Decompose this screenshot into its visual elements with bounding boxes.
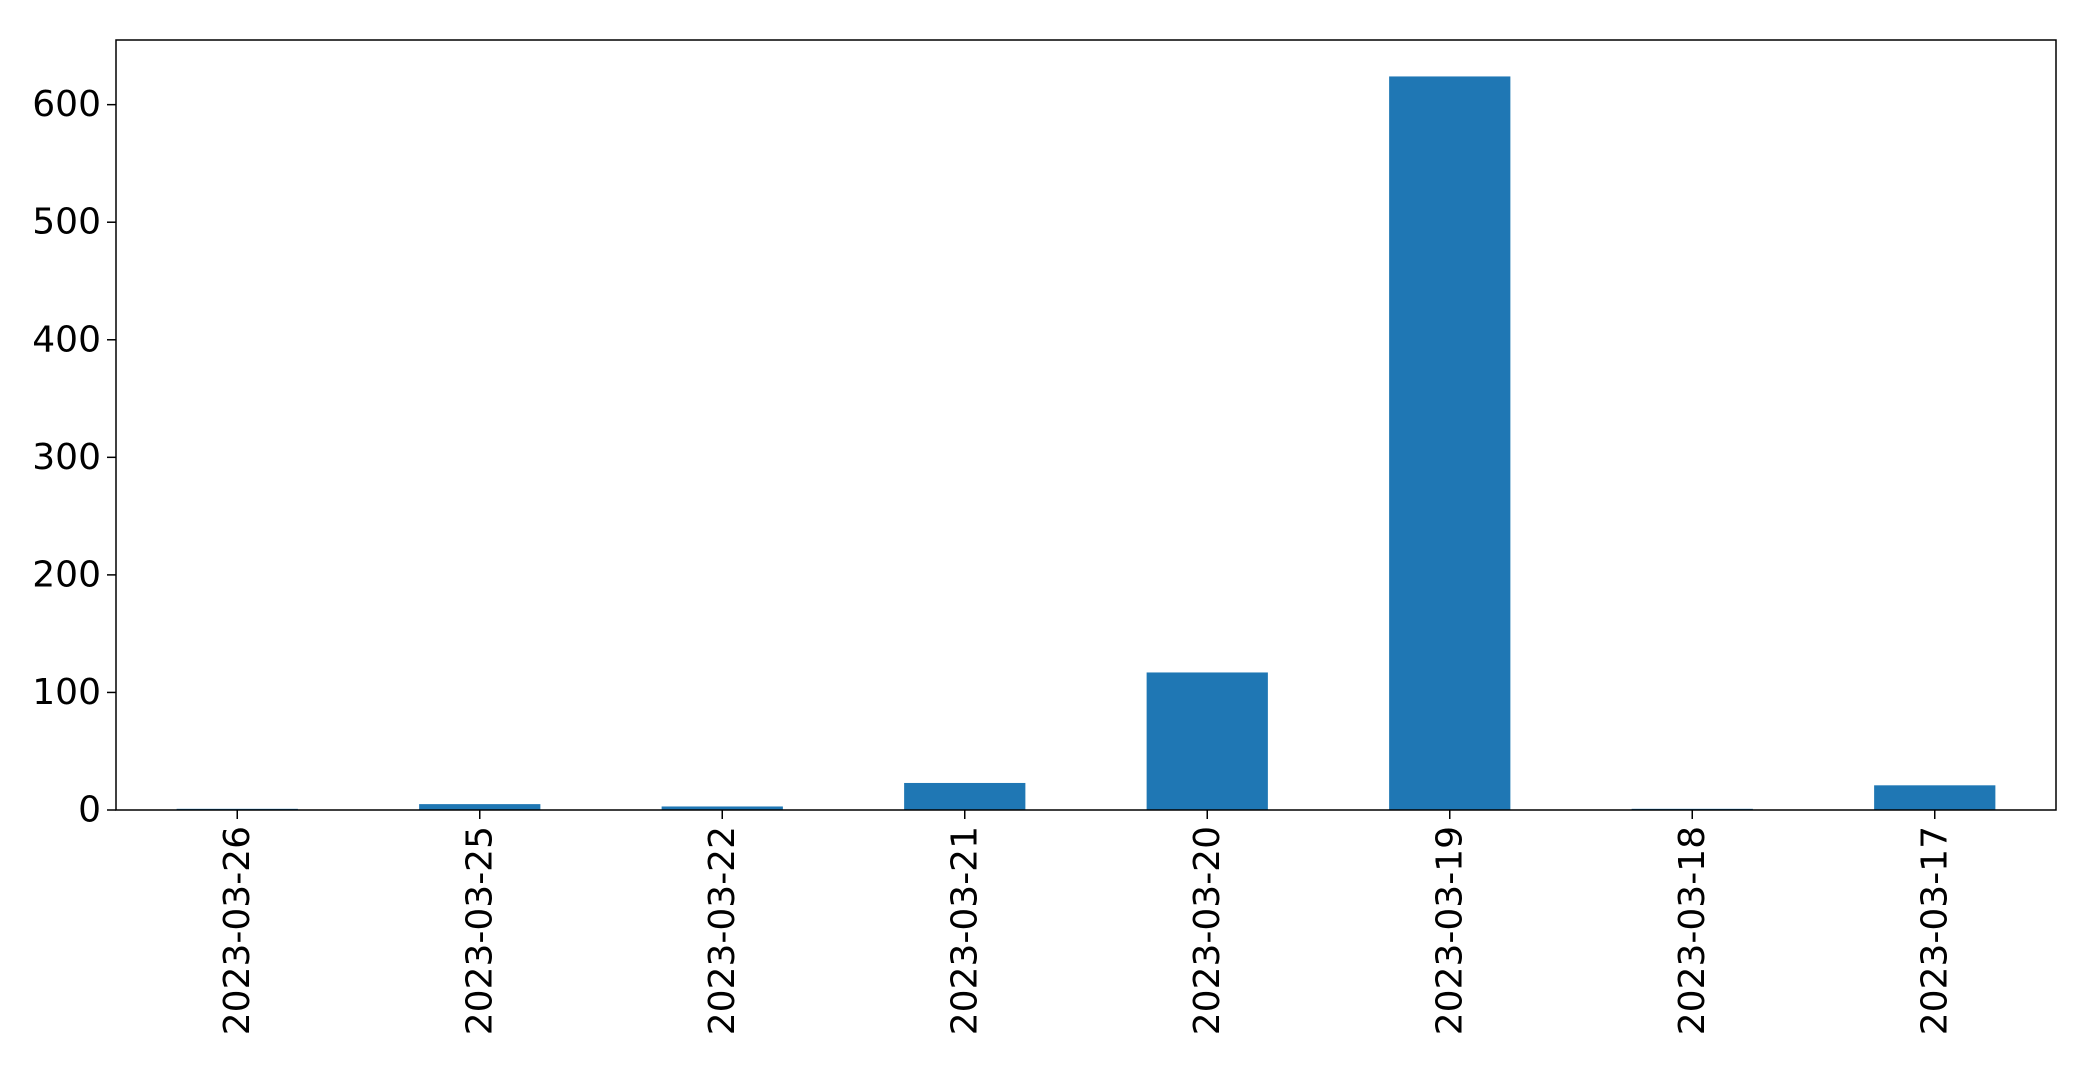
bar-2023-03-22 [661, 806, 783, 810]
x-tick-label: 2023-03-26 [217, 826, 258, 1035]
x-tick-label: 2023-03-25 [459, 826, 500, 1035]
bar-2023-03-19 [1389, 76, 1511, 810]
bar-2023-03-17 [1874, 785, 1996, 810]
y-tick-label: 0 [78, 790, 101, 831]
y-axis: 0 100 200 300 400 500 600 [32, 84, 116, 831]
y-tick-label: 500 [32, 202, 101, 243]
plot-frame [115, 39, 2057, 811]
x-tick-label: 2023-03-19 [1429, 826, 1470, 1035]
y-tick-label: 400 [32, 319, 101, 360]
x-tick-label: 2023-03-18 [1672, 826, 1713, 1035]
x-tick-label: 2023-03-20 [1187, 826, 1228, 1035]
y-tick-label: 300 [32, 437, 101, 478]
bar-2023-03-20 [1146, 672, 1268, 810]
x-axis: 2023-03-26 2023-03-25 2023-03-22 2023-03-21… [217, 810, 1955, 1035]
x-tick-label: 2023-03-17 [1914, 826, 1955, 1035]
bar-2023-03-25 [419, 804, 541, 810]
y-tick-label: 600 [32, 84, 101, 125]
x-tick-label: 2023-03-22 [702, 826, 743, 1035]
y-tick-label: 100 [32, 672, 101, 713]
bars-layer [176, 76, 1996, 810]
x-tick-label: 2023-03-21 [944, 826, 985, 1035]
bar-2023-03-21 [904, 782, 1026, 810]
y-tick-label: 200 [32, 554, 101, 595]
